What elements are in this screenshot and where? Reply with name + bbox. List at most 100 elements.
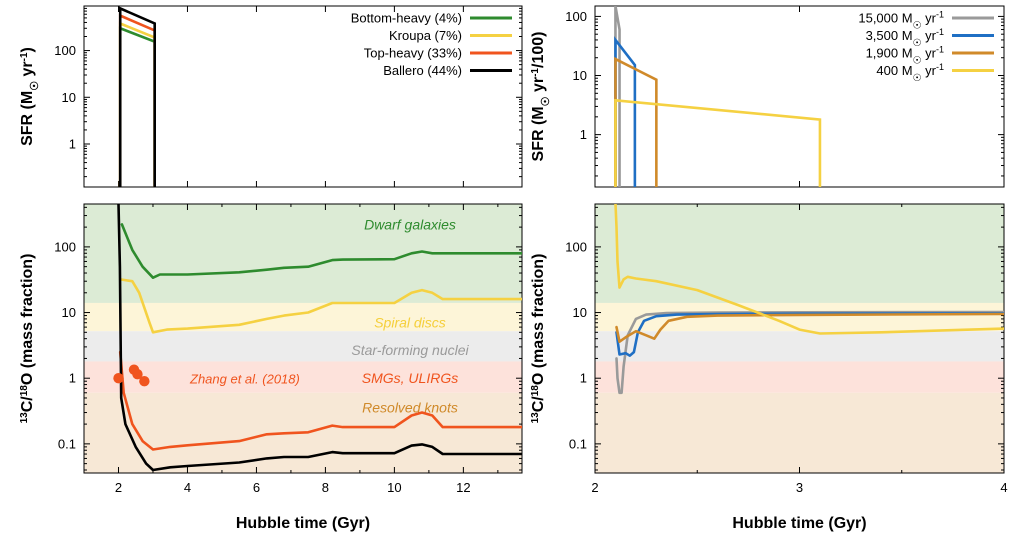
x-tick-label: 3: [796, 480, 803, 495]
series-line-1-900-m-yr: [615, 312, 1004, 343]
y-axis-label-part: 18: [530, 385, 541, 397]
legend-label-part: 15,000 M: [858, 11, 912, 26]
series-line-kroupa-7: [118, 278, 522, 334]
y-tick-label: 10: [573, 68, 587, 83]
legend-label-400-m-yr: 400 M☉ yr-1: [876, 62, 944, 84]
legend-label-part: ☉: [913, 38, 922, 49]
band-label-smgs-ulirgs: SMGs, ULIRGs: [362, 370, 458, 386]
band-label-spiral-discs: Spiral discs: [374, 315, 446, 331]
y-tick-label: 10: [62, 305, 76, 320]
y-tick-label: 1: [69, 371, 76, 386]
legend-label-part: yr: [922, 46, 937, 61]
legend-label-part: -1: [936, 10, 944, 20]
x-axis-label: Hubble time (Gyr): [236, 515, 370, 532]
y-tick-label: 1: [69, 136, 76, 151]
observation-point: [139, 376, 150, 387]
annotation-zhang: Zhang et al. (2018): [189, 372, 300, 387]
y-tick-label: 10: [62, 90, 76, 105]
band-label-dwarf-galaxies: Dwarf galaxies: [364, 216, 456, 232]
x-tick-label: 6: [253, 480, 260, 495]
legend-label-part: 400 M: [876, 63, 912, 78]
band-star-forming-nuclei: [84, 331, 522, 362]
x-tick-label: 12: [456, 480, 470, 495]
y-axis-label-part: -1: [19, 52, 30, 61]
series-line-top-heavy-33: [118, 350, 522, 451]
legend-label-kroupa-7: Kroupa (7%): [389, 28, 462, 43]
legend-label-part: ☉: [913, 55, 922, 66]
band-label-resolved-knots: Resolved knots: [362, 399, 458, 415]
series-layer: [117, 204, 522, 472]
y-axis-label-part: yr: [19, 61, 36, 81]
legend-label-part: -1: [936, 45, 944, 55]
panel-top-left: 1 10 100 SFR (M☉ yr-1) Bottom-heavy (4%) Krou…: [19, 5, 523, 188]
series-layer: [118, 6, 157, 187]
y-axis-label-part: 13: [19, 412, 30, 424]
x-tick-label: 4: [184, 480, 191, 495]
series-line-bottom-heavy-4: [118, 26, 157, 187]
y-tick-label: 10: [573, 305, 587, 320]
y-tick-label: 100: [54, 43, 76, 58]
series-line-kroupa-7: [118, 21, 157, 187]
x-axis-label: Hubble time (Gyr): [732, 515, 866, 532]
legend-label-part: Ballero (44%): [383, 63, 462, 78]
y-axis-label-part: /100): [530, 32, 547, 68]
band-region: [595, 361, 1004, 393]
legend-label-part: -1: [936, 27, 944, 37]
y-tick-label: 0.1: [58, 436, 76, 451]
x-tick-label: 8: [322, 480, 329, 495]
y-axis-label-part: 18: [19, 385, 30, 397]
panel-bottom-right: 0.1 1 10 100 2 3 4 13C/18O (mass fraction) Hubbl…: [530, 203, 1008, 532]
x-tick-label: 10: [387, 480, 401, 495]
y-tick-label: 1: [580, 371, 587, 386]
legend-label-part: Top-heavy (33%): [364, 46, 462, 61]
y-axis-label-part: ): [19, 47, 36, 52]
y-tick-label: 0.1: [569, 436, 587, 451]
legend-label-part: yr: [922, 28, 937, 43]
legend-label-top-heavy-33: Top-heavy (33%): [364, 46, 462, 61]
y-axis-label: SFR (M☉ yr-1): [19, 47, 42, 146]
x-tick-label: 4: [1000, 480, 1007, 495]
legend-label-part: ☉: [913, 20, 922, 31]
legend-label-part: Bottom-heavy (4%): [351, 11, 462, 26]
series-line-ballero-44: [117, 204, 522, 472]
y-axis-label-part: SFR (M: [530, 106, 547, 161]
legend: 15,000 M☉ yr-13,500 M☉ yr-11,900 M☉ yr-1…: [858, 10, 994, 84]
legend-label-part: Kroupa (7%): [389, 28, 462, 43]
series-line-15-000-m-yr: [615, 310, 1004, 395]
series-line-400-m-yr: [614, 204, 1004, 335]
y-tick-label: 100: [565, 239, 587, 254]
series-line-400-m-yr: [614, 98, 822, 187]
y-axis-label-part: yr: [530, 77, 547, 97]
y-axis-label-part: SFR (M: [19, 91, 36, 146]
legend-label-part: yr: [922, 63, 937, 78]
legend-label-part: ☉: [913, 73, 922, 84]
series-layer: [614, 204, 1004, 395]
legend-label-ballero-44: Ballero (44%): [383, 63, 462, 78]
y-axis-label: 13C/18O (mass fraction): [19, 254, 37, 424]
series-line-bottom-heavy-4: [120, 223, 522, 279]
y-axis-label-part: ☉: [29, 81, 41, 91]
y-tick-label: 1: [580, 127, 587, 142]
band-label-star-forming-nuclei: Star-forming nuclei: [351, 342, 469, 358]
legend: Bottom-heavy (4%) Kroupa (7%) Top-heavy (3…: [351, 11, 512, 78]
legend-label-part: -1: [936, 62, 944, 72]
y-axis-label-part: C/: [530, 396, 547, 413]
series-line-top-heavy-33: [118, 13, 157, 187]
y-axis-label-part: ☉: [540, 96, 552, 106]
legend-label-part: 3,500 M: [866, 28, 913, 43]
x-tick-label: 2: [591, 480, 598, 495]
x-tick-label: 2: [115, 480, 122, 495]
y-tick-label: 100: [54, 239, 76, 254]
legend-label-3-500-m-yr: 3,500 M☉ yr-1: [866, 27, 944, 49]
legend-label-part: 1,900 M: [866, 46, 913, 61]
y-axis-label-part: O (mass fraction): [19, 254, 36, 386]
band-spiral-discs: [84, 302, 522, 332]
observation-point: [132, 369, 143, 380]
y-axis-label-part: 13: [530, 412, 541, 424]
series-line-ballero-44: [118, 6, 157, 187]
y-axis-label-part: O (mass fraction): [530, 254, 547, 386]
series-line-3-500-m-yr: [615, 312, 1004, 357]
series-layer: [614, 6, 822, 187]
y-axis-label: 13C/18O (mass fraction): [530, 254, 548, 424]
observation-point: [113, 373, 124, 384]
